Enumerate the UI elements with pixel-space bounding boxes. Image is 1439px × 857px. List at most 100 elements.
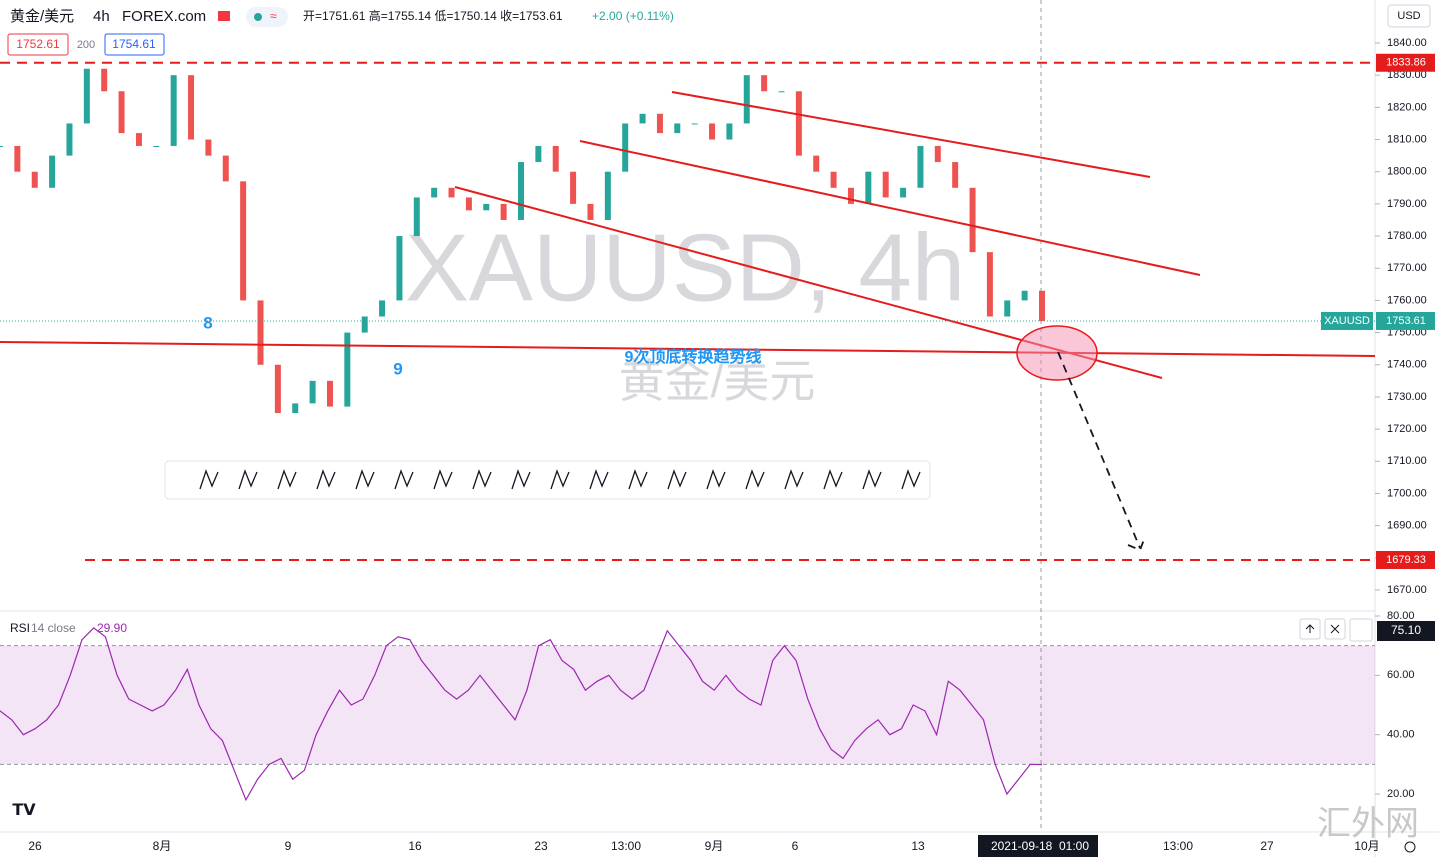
- candle: [344, 332, 351, 407]
- drawings: [0, 91, 1376, 552]
- candle: [118, 91, 125, 134]
- pane-icons: [1305, 624, 1340, 634]
- candle: [743, 75, 750, 124]
- candle: [49, 155, 56, 188]
- candle: [900, 187, 907, 198]
- tool-icon: [862, 469, 882, 490]
- candle: [656, 113, 663, 134]
- watermark-main: XAUUSD, 4h: [405, 214, 965, 321]
- candle: [1021, 290, 1028, 301]
- candle: [500, 203, 507, 220]
- candle: [604, 171, 611, 220]
- candle: [518, 162, 524, 220]
- x-tick-label: 8月: [153, 839, 172, 853]
- candle: [709, 123, 716, 140]
- status-dot: [254, 13, 262, 21]
- symbol: 黄金/美元: [10, 8, 74, 25]
- y-tick-label: 1830.00: [1387, 69, 1427, 81]
- y-tick-label: 1770.00: [1387, 262, 1427, 274]
- y-tick-label: 80.00: [1387, 610, 1415, 622]
- y-tick-label: 1760.00: [1387, 294, 1427, 306]
- candle: [1039, 290, 1045, 321]
- flag-icon[interactable]: [218, 11, 230, 21]
- price-pane: [0, 68, 1045, 414]
- level-label: 1833.86: [1386, 57, 1426, 69]
- x-tick-label: 16: [408, 839, 422, 853]
- candle: [882, 171, 889, 198]
- spread: 200: [77, 39, 95, 51]
- last-name-box: [1321, 311, 1373, 330]
- candle: [639, 113, 646, 124]
- candle: [135, 133, 142, 146]
- tool-icon: [394, 469, 414, 490]
- y-tick-label: 1740.00: [1387, 359, 1427, 371]
- last-box: [1376, 311, 1435, 330]
- candle: [552, 145, 559, 172]
- candle: [969, 187, 976, 253]
- settings[interactable]: [1404, 841, 1416, 853]
- candle: [691, 123, 698, 125]
- wave-label: 9: [393, 359, 402, 378]
- x-tick-label: 13: [911, 839, 925, 853]
- x-tick-label: 13:00: [611, 839, 641, 853]
- candle: [0, 145, 3, 147]
- channel-line: [579, 140, 1201, 276]
- bid-box[interactable]: [7, 33, 69, 56]
- candle: [865, 171, 872, 204]
- rsi-params: 14 close: [31, 621, 76, 635]
- candle: [847, 187, 854, 204]
- arrow: [1057, 351, 1146, 552]
- interval: 4h: [93, 8, 110, 25]
- candle: [257, 300, 264, 365]
- tool-icon: [706, 469, 726, 490]
- rsi-cursor: 75.10: [1391, 623, 1421, 637]
- y-tick-label: 1800.00: [1387, 166, 1427, 178]
- currency-button[interactable]: [1387, 4, 1431, 28]
- candle: [292, 403, 299, 414]
- rsi-name: RSI: [10, 621, 30, 635]
- ask-box[interactable]: [104, 33, 165, 56]
- tool-icon: [589, 469, 609, 490]
- y-tick-label: 1690.00: [1387, 520, 1427, 532]
- candle: [153, 145, 160, 147]
- tool-icon: [316, 469, 336, 490]
- candle: [222, 155, 229, 182]
- tool-icon: [823, 469, 843, 490]
- candle: [274, 364, 281, 414]
- level-label: 1679.33: [1386, 554, 1426, 566]
- candle: [431, 187, 438, 198]
- candle: [622, 123, 629, 172]
- candle: [587, 203, 594, 220]
- cursor-time-box: [978, 835, 1098, 857]
- candle: [66, 123, 73, 156]
- last-label: 1753.61: [1386, 315, 1426, 327]
- maximize-pane[interactable]: [1349, 618, 1373, 642]
- trend-label: 9次顶底转换趋势线: [625, 347, 762, 366]
- y-tick-label: 1730.00: [1387, 391, 1427, 403]
- y-tick-label: 1790.00: [1387, 198, 1427, 210]
- tool-icon: [901, 469, 921, 490]
- y-tick-label: 1780.00: [1387, 230, 1427, 242]
- y-tick-label: 1810.00: [1387, 133, 1427, 145]
- candle: [830, 171, 837, 188]
- candle: [1004, 300, 1011, 317]
- x-tick-label: 10月: [1354, 839, 1379, 853]
- candle: [188, 75, 195, 140]
- status-pill[interactable]: [246, 7, 288, 27]
- candle: [952, 162, 959, 188]
- tool-icon: [433, 469, 453, 490]
- site-watermark: 汇外网: [1317, 805, 1419, 843]
- rsi-cursor-box: [1377, 621, 1435, 641]
- candle: [101, 68, 108, 92]
- y-tick-label: 1700.00: [1387, 487, 1427, 499]
- level-box: [1376, 53, 1435, 72]
- toolbar-bg: [164, 460, 931, 500]
- drawing-toolbar: [164, 460, 931, 500]
- candle: [379, 300, 386, 317]
- x-tick-label: 2021-09-18 01:00: [991, 839, 1089, 853]
- candle: [761, 75, 768, 92]
- y-tick-label: 1820.00: [1387, 101, 1427, 113]
- tool-icon: [745, 469, 765, 490]
- tool-icon: [199, 469, 219, 490]
- bid: 1752.61: [16, 37, 60, 51]
